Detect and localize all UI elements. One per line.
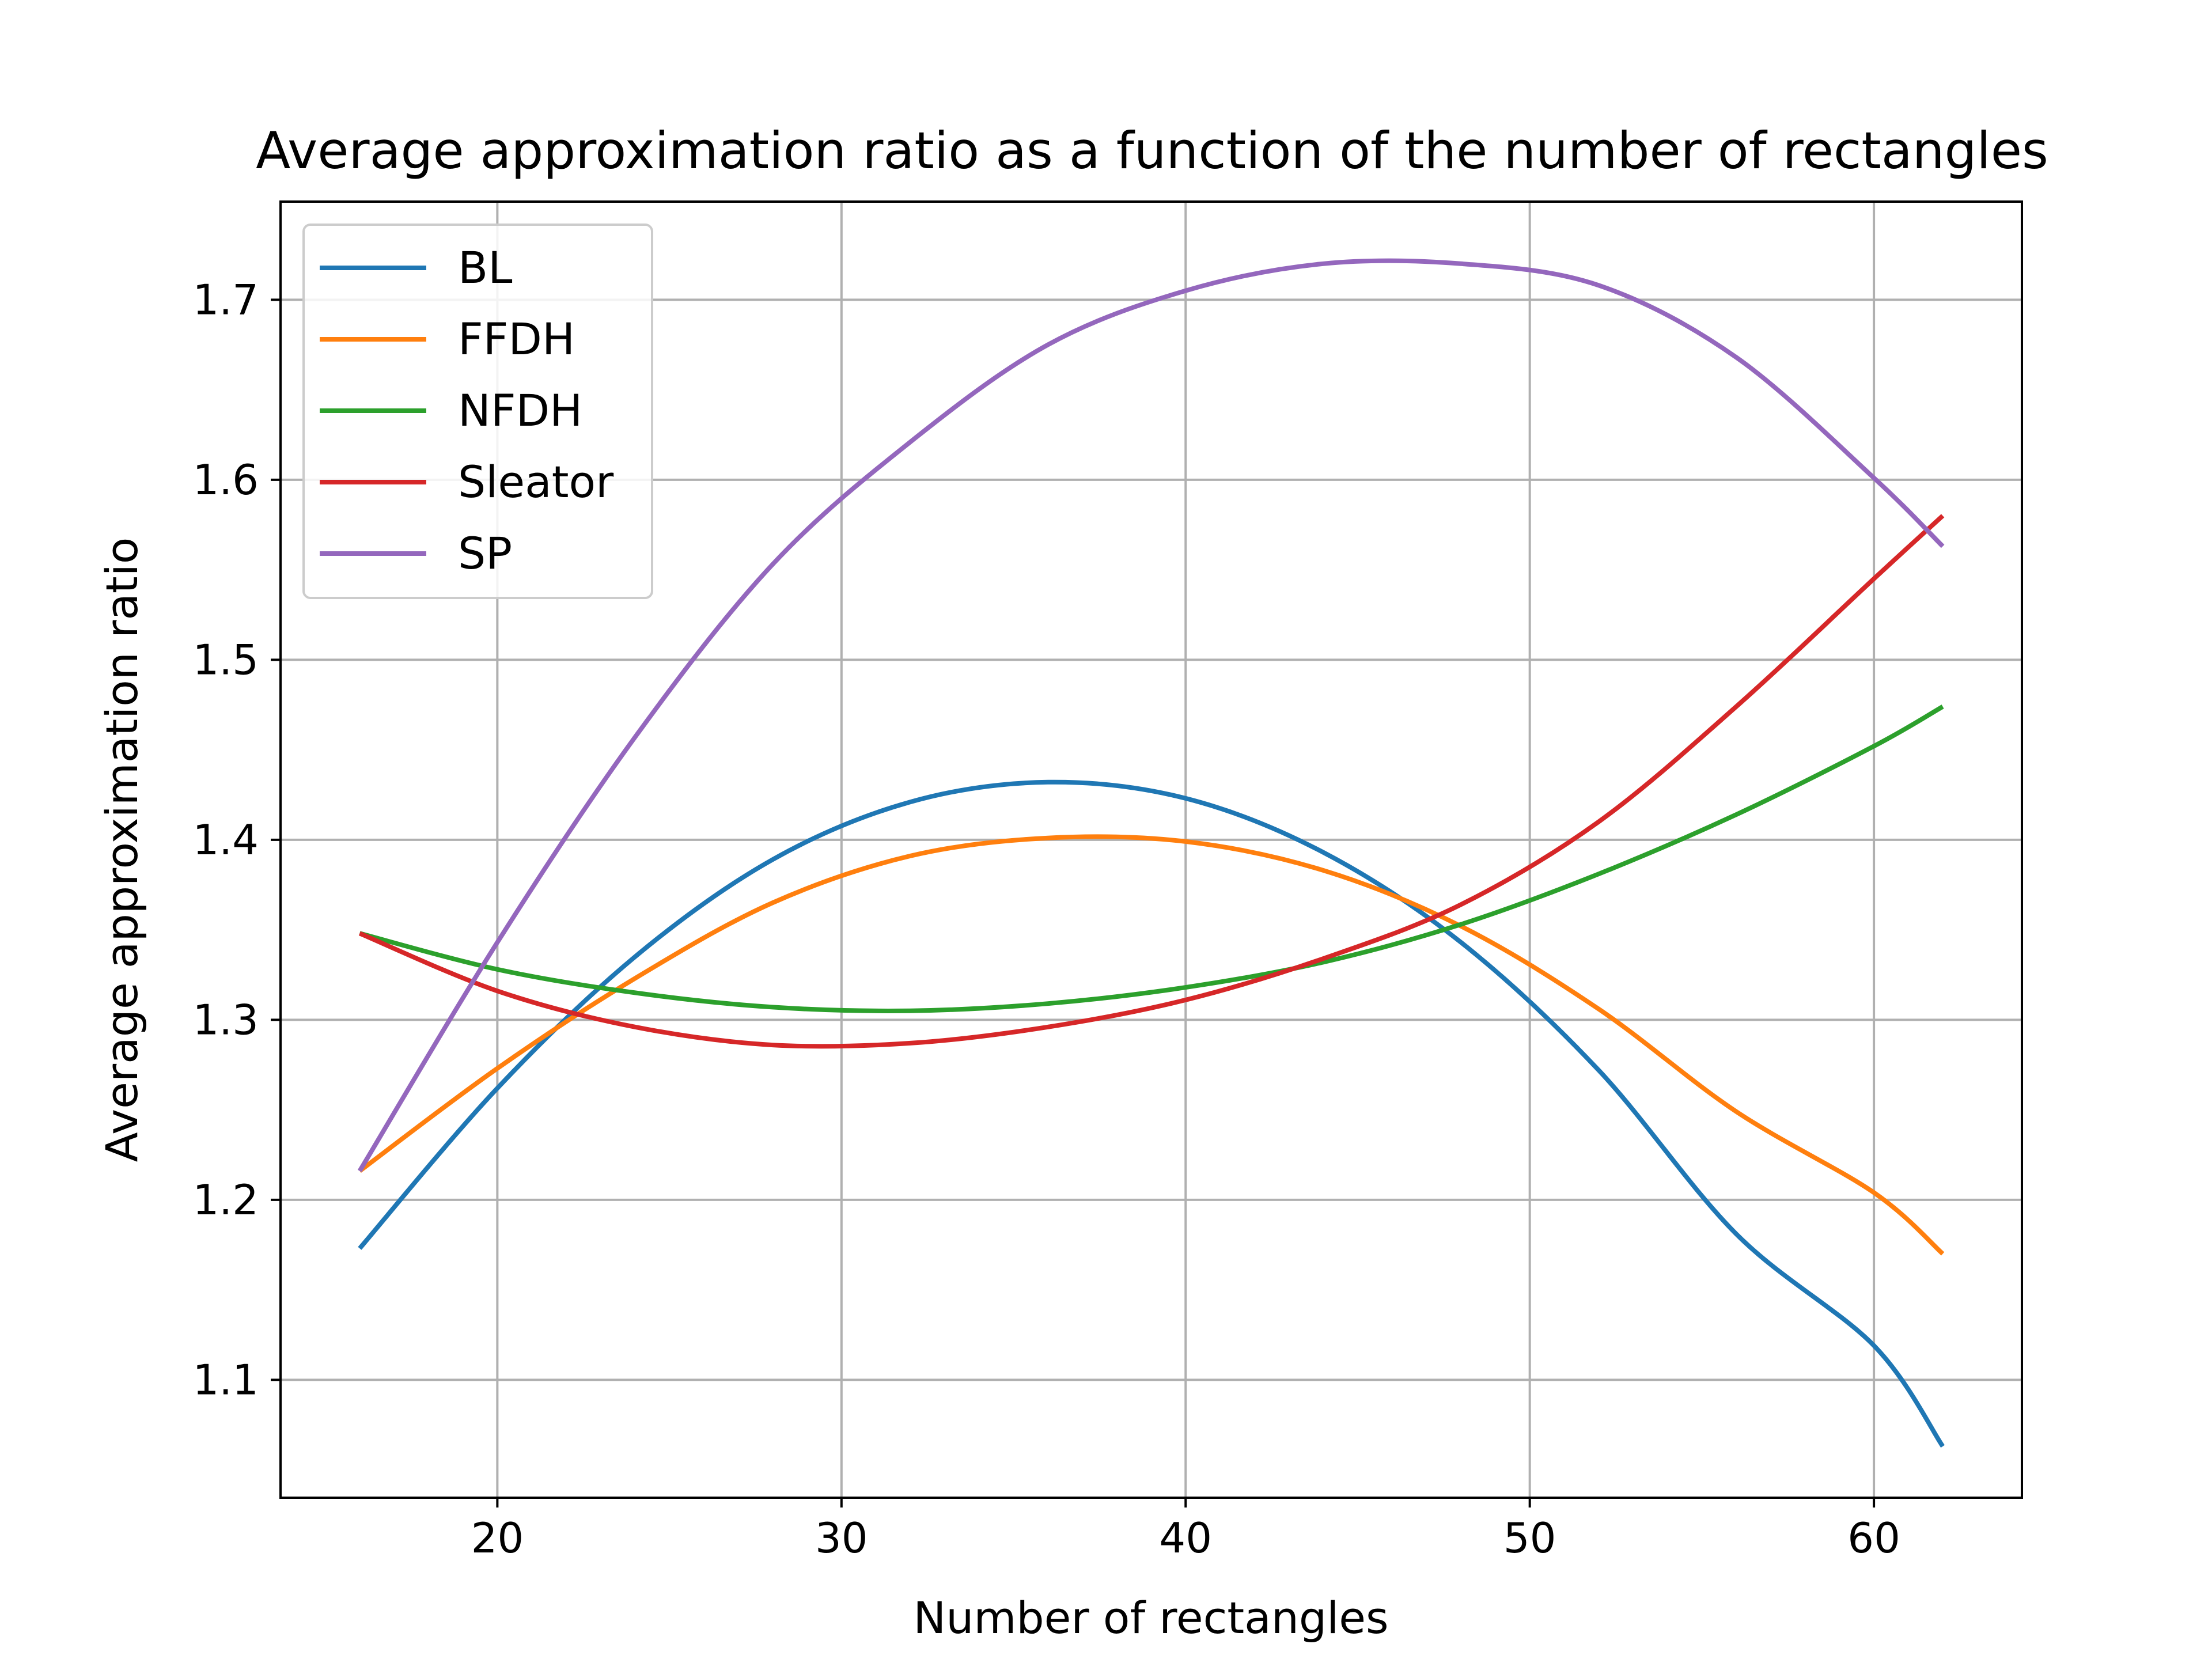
- x-tick-label: 40: [1159, 1514, 1212, 1562]
- x-tick-label: 50: [1503, 1514, 1556, 1562]
- series-line-bl: [358, 779, 1945, 1448]
- series-lines: [357, 258, 1945, 1448]
- x-axis-label: Number of rectangles: [913, 1592, 1388, 1643]
- y-tick-label: 1.6: [192, 456, 259, 504]
- y-axis-label: Average approximation ratio: [96, 537, 147, 1162]
- legend-label-sleator: Sleator: [458, 456, 614, 507]
- chart-title: Average approximation ratio as a functio…: [256, 121, 2048, 180]
- y-tick-label: 1.7: [192, 275, 259, 324]
- series-line-nfdh: [359, 704, 1944, 1013]
- x-tick-label: 30: [815, 1514, 868, 1562]
- legend: BL FFDH NFDH Sleator SP: [302, 224, 653, 599]
- series-line-sp: [357, 258, 1945, 1172]
- legend-label-ffdh: FFDH: [458, 313, 575, 365]
- series-line-ffdh: [358, 834, 1945, 1256]
- plot-frame: [279, 200, 2023, 1499]
- y-tick-label: 1.4: [192, 816, 259, 864]
- legend-frame: [302, 224, 653, 599]
- series-line-sleator: [358, 514, 1945, 1049]
- legend-label-nfdh: NFDH: [458, 385, 582, 436]
- y-tick-label: 1.2: [192, 1176, 259, 1224]
- y-tick-label: 1.3: [192, 995, 259, 1044]
- legend-label-bl: BL: [458, 242, 512, 293]
- legend-label-sp: SP: [458, 528, 512, 579]
- x-tick-label: 20: [471, 1514, 524, 1562]
- legend-items: BL FFDH NFDH Sleator SP: [320, 242, 614, 579]
- y-tick-label: 1.1: [192, 1355, 259, 1404]
- y-tick-label: 1.5: [192, 635, 259, 684]
- x-tick-label: 60: [1847, 1514, 1900, 1562]
- axis-ticks: 20 30 40 50 60 1.1 1.2 1.3 1.4 1.5 1.6 1.7: [192, 275, 1900, 1562]
